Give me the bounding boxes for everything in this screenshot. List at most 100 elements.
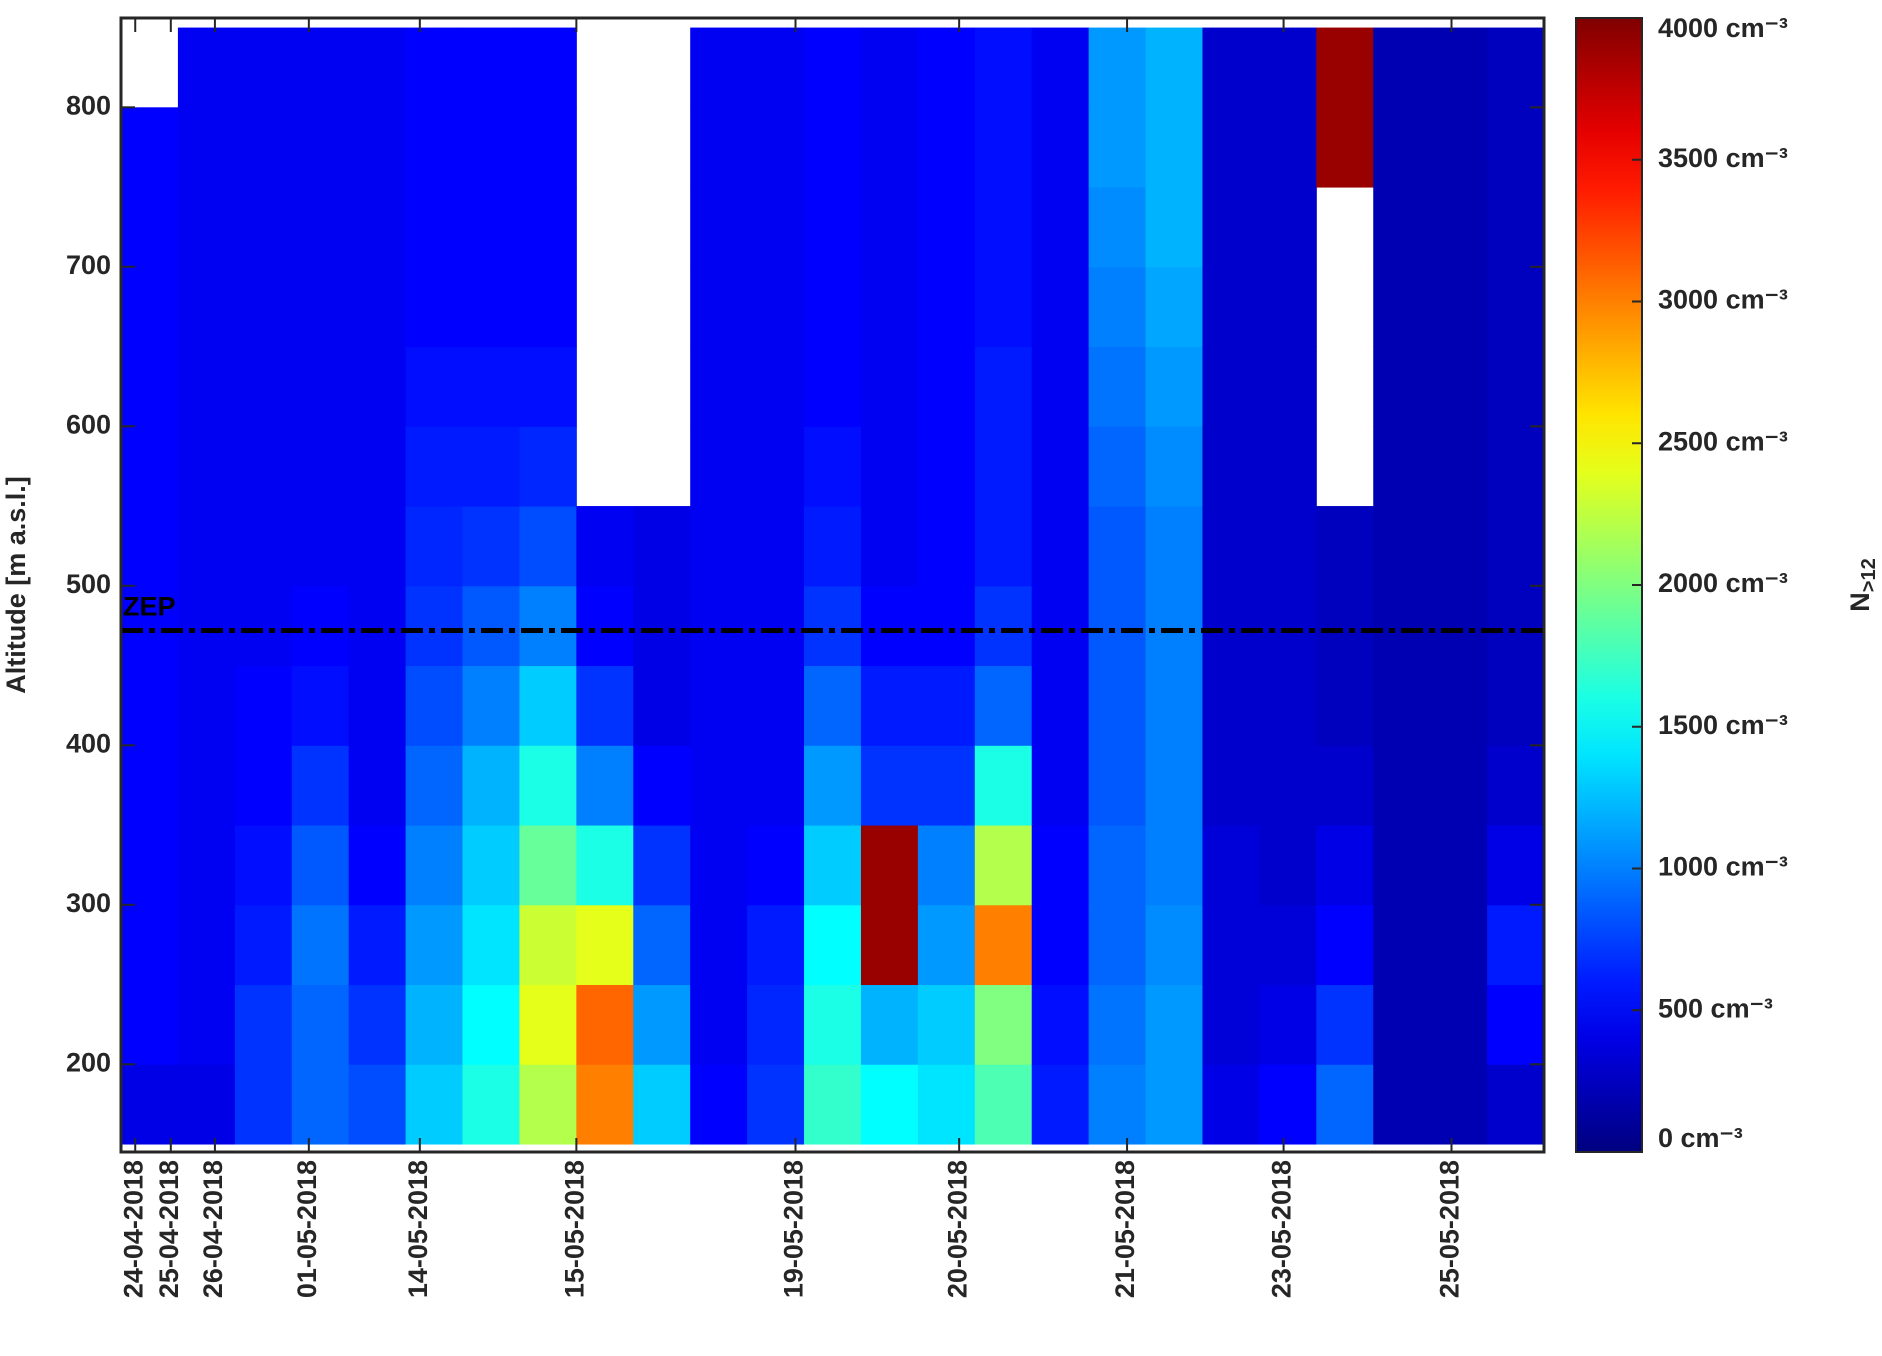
heatmap-cell xyxy=(348,346,407,427)
heatmap-cell xyxy=(860,825,919,906)
heatmap-cell xyxy=(974,585,1033,667)
heatmap-cell xyxy=(1373,585,1431,667)
heatmap-cell xyxy=(576,665,634,746)
x-tick-label: 26-04-2018 xyxy=(198,1160,228,1298)
heatmap-cell xyxy=(177,585,236,667)
heatmap-cell xyxy=(860,984,919,1065)
heatmap-cell xyxy=(1088,426,1147,507)
heatmap-cell xyxy=(1145,1064,1203,1145)
heatmap-cell xyxy=(1487,187,1544,268)
heatmap-cell xyxy=(1202,187,1260,268)
heatmap-cell xyxy=(747,984,805,1065)
colorbar-label-main: N xyxy=(1845,592,1875,612)
heatmap-cell xyxy=(177,665,236,746)
heatmap-cell xyxy=(1145,506,1203,587)
heatmap-cell xyxy=(519,825,577,906)
heatmap-cell xyxy=(1145,984,1203,1065)
heatmap-cell xyxy=(1430,1064,1488,1145)
heatmap-cell xyxy=(1430,825,1488,906)
x-tick-label: 25-05-2018 xyxy=(1435,1160,1465,1298)
x-tick-label: 20-05-2018 xyxy=(942,1160,972,1298)
heatmap-cell xyxy=(405,1064,464,1145)
heatmap-cell xyxy=(462,745,520,826)
heatmap-cell xyxy=(1259,585,1317,667)
heatmap-cell xyxy=(974,426,1033,507)
heatmap-cell xyxy=(462,984,520,1065)
heatmap-cell xyxy=(234,984,293,1065)
heatmap-cell xyxy=(974,825,1033,906)
x-tick-label: 01-05-2018 xyxy=(292,1160,322,1298)
heatmap-cell xyxy=(690,426,748,507)
heatmap-cell xyxy=(234,904,293,986)
heatmap-cell xyxy=(576,745,634,826)
heatmap-cell xyxy=(860,346,919,427)
heatmap-cell xyxy=(1088,346,1147,427)
heatmap-cell xyxy=(1430,187,1488,268)
heatmap-cell xyxy=(405,745,464,826)
heatmap-cell xyxy=(1031,266,1090,348)
y-axis-label: Altitude [m a.s.l.] xyxy=(1,476,31,694)
heatmap-cell xyxy=(462,585,520,667)
heatmap-cell xyxy=(348,107,407,188)
heatmap-cell xyxy=(974,665,1033,746)
heatmap-cell xyxy=(1202,825,1260,906)
heatmap-cell xyxy=(234,825,293,906)
heatmap-cell xyxy=(519,27,577,108)
heatmap-cell xyxy=(804,346,862,427)
x-tick-label: 14-05-2018 xyxy=(403,1160,433,1298)
heatmap-cell xyxy=(633,585,691,667)
heatmap-cell xyxy=(519,665,577,746)
heatmap-cell xyxy=(1145,266,1203,348)
heatmap-cell xyxy=(804,1064,862,1145)
heatmap-cell xyxy=(1031,984,1090,1065)
colorbar-tick-label: 0 cm⁻³ xyxy=(1658,1123,1743,1153)
heatmap-cell xyxy=(121,745,179,826)
heatmap-cell xyxy=(1430,266,1488,348)
heatmap-cell xyxy=(1088,266,1147,348)
heatmap-cell xyxy=(291,984,350,1065)
heatmap-cell xyxy=(1088,984,1147,1065)
heatmap-cell xyxy=(348,745,407,826)
heatmap-cell xyxy=(804,107,862,188)
heatmap-cell xyxy=(177,266,236,348)
heatmap-cell xyxy=(1031,346,1090,427)
heatmap-cell xyxy=(1202,107,1260,188)
reference-label: ZEP xyxy=(123,592,176,622)
heatmap-cell xyxy=(804,426,862,507)
y-tick-label: 400 xyxy=(66,728,111,758)
heatmap-cell xyxy=(462,107,520,188)
heatmap-cell xyxy=(1202,266,1260,348)
heatmap-cell xyxy=(462,904,520,986)
heatmap-cell xyxy=(747,27,805,108)
heatmap-cell xyxy=(1430,745,1488,826)
heatmap-cell xyxy=(860,665,919,746)
heatmap-cell xyxy=(234,426,293,507)
heatmap-cell xyxy=(1202,506,1260,587)
heatmap-cell xyxy=(462,27,520,108)
y-tick-label: 300 xyxy=(66,888,111,918)
heatmap-cell xyxy=(1316,665,1374,746)
heatmap-cell xyxy=(291,665,350,746)
heatmap-cell xyxy=(917,506,976,587)
heatmap-cell xyxy=(1202,665,1260,746)
heatmap-cell xyxy=(462,426,520,507)
heatmap-cell xyxy=(747,904,805,986)
heatmap-cell xyxy=(1259,107,1317,188)
heatmap-cell xyxy=(1430,426,1488,507)
heatmap-cell xyxy=(1430,107,1488,188)
heatmap-cell xyxy=(1088,825,1147,906)
heatmap-cell xyxy=(519,904,577,986)
heatmap-cell xyxy=(860,506,919,587)
heatmap-cell xyxy=(917,346,976,427)
heatmap-cell xyxy=(177,187,236,268)
heatmap-cell xyxy=(291,346,350,427)
heatmap-cell xyxy=(633,984,691,1065)
heatmap-cell xyxy=(690,984,748,1065)
heatmap-cell xyxy=(121,107,179,188)
heatmap-cell xyxy=(747,506,805,587)
heatmap-cell xyxy=(1259,745,1317,826)
heatmap-cell xyxy=(348,27,407,108)
colorbar-tick-label: 500 cm⁻³ xyxy=(1658,993,1773,1023)
heatmap-cell xyxy=(690,904,748,986)
heatmap-cell xyxy=(690,266,748,348)
